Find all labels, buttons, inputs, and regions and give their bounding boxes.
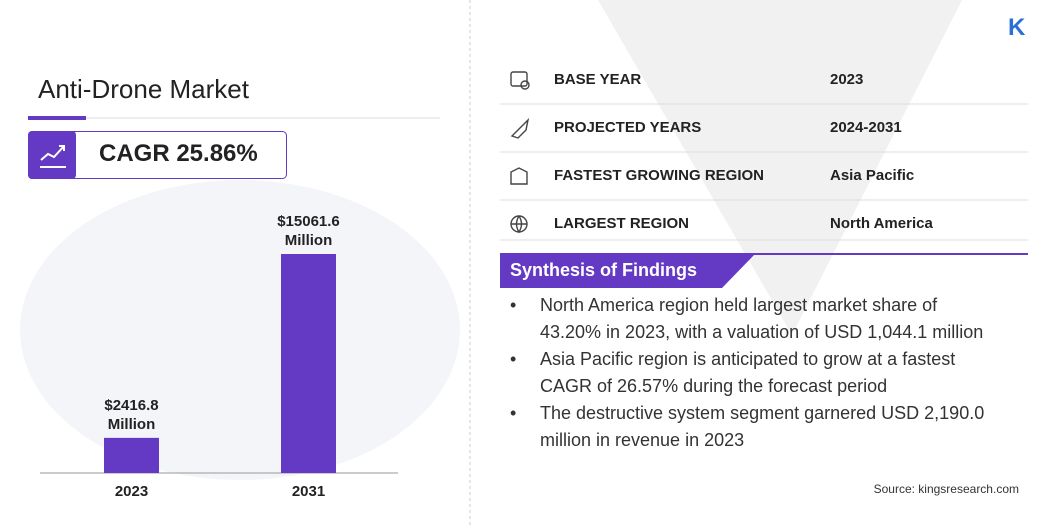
- x-tick-label: 2031: [291, 483, 326, 500]
- fact-label: FASTEST GROWING REGION: [554, 167, 765, 184]
- fact-value: 2023: [830, 71, 864, 88]
- synthesis-title: Synthesis of Findings: [510, 260, 698, 280]
- table-rules: [500, 103, 1028, 241]
- fact-value: 2024-2031: [830, 119, 902, 136]
- title-accent: [28, 116, 86, 120]
- world-map: [20, 180, 460, 480]
- source: Source: kingsresearch.com: [873, 482, 1019, 496]
- bar: [281, 254, 336, 473]
- logo: K: [1008, 14, 1026, 41]
- cagr-icon: [40, 145, 66, 168]
- x-tick-label: 2023: [114, 483, 149, 500]
- bar: [104, 437, 159, 473]
- fact-value: North America: [830, 215, 933, 232]
- finding: North America region held largest market…: [508, 292, 1002, 346]
- value-label: $15061.6 Million: [277, 213, 340, 249]
- fact-value: Asia Pacific: [830, 167, 915, 184]
- title: Anti-Drone Market: [38, 74, 249, 104]
- value-label: $2416.8 Million: [104, 396, 159, 433]
- fact-label: BASE YEAR: [554, 71, 642, 88]
- fact-label: LARGEST REGION: [554, 215, 690, 232]
- finding: The destructive system segment garnered …: [508, 400, 1002, 454]
- cagr: CAGR 25.86%: [99, 140, 258, 167]
- finding: Asia Pacific region is anticipated to gr…: [508, 346, 1002, 400]
- fact-label: PROJECTED YEARS: [554, 119, 702, 136]
- findings: North America region held largest market…: [508, 292, 1008, 454]
- row-icons: [510, 71, 530, 234]
- synthesis-band: [500, 254, 755, 288]
- decor-triangle: [598, 0, 962, 335]
